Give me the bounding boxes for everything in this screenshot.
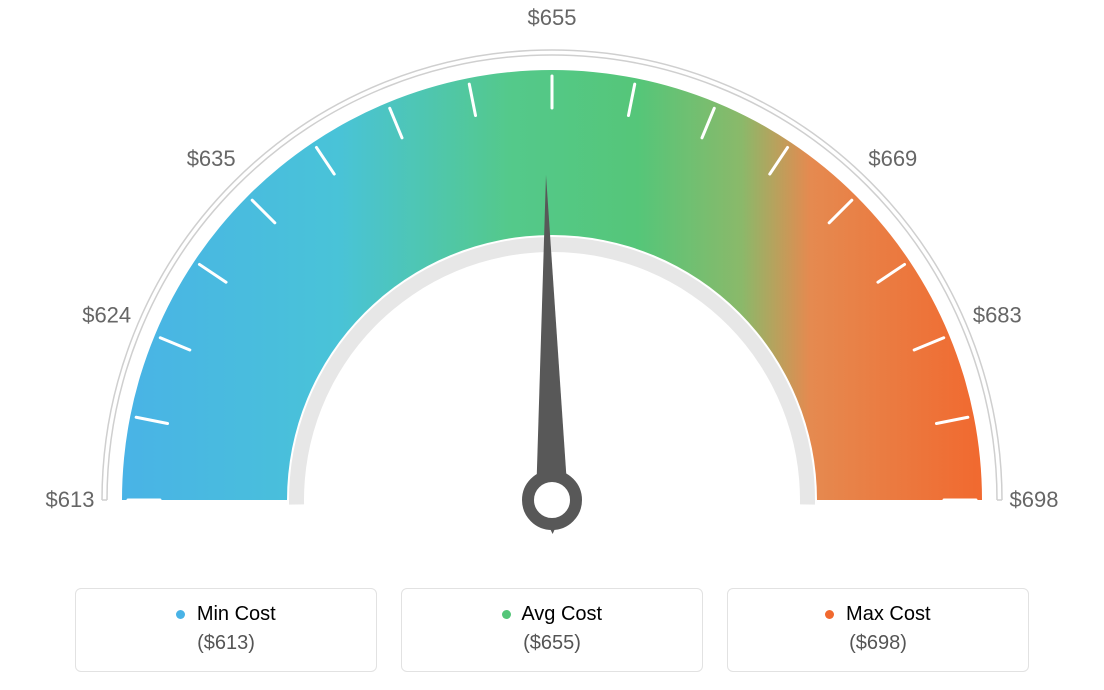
gauge-needle-hub — [528, 476, 576, 524]
legend-avg-dot — [502, 610, 511, 619]
legend-min-title: Min Cost — [76, 603, 376, 626]
gauge-tick-label: $635 — [187, 146, 236, 171]
legend-row: Min Cost ($613) Avg Cost ($655) Max Cost… — [0, 588, 1104, 672]
legend-max: Max Cost ($698) — [727, 588, 1029, 672]
gauge-tick-label: $669 — [868, 146, 917, 171]
legend-max-title: Max Cost — [728, 603, 1028, 626]
legend-max-value: ($698) — [728, 632, 1028, 655]
legend-max-label: Max Cost — [846, 603, 930, 625]
legend-min-dot — [176, 610, 185, 619]
gauge-tick-label: $698 — [1010, 487, 1059, 512]
cost-gauge-widget: $613 $624 $635 $655 $669 $683 $698 Min Cost ($… — [0, 0, 1104, 690]
gauge-tick-label: $624 — [82, 303, 131, 328]
legend-min-label: Min Cost — [197, 603, 276, 625]
gauge-tick-label: $613 — [46, 487, 95, 512]
legend-avg-value: ($655) — [402, 632, 702, 655]
gauge-tick-label: $683 — [973, 303, 1022, 328]
legend-min-value: ($613) — [76, 632, 376, 655]
legend-avg-title: Avg Cost — [402, 603, 702, 626]
legend-max-dot — [825, 610, 834, 619]
legend-avg: Avg Cost ($655) — [401, 588, 703, 672]
gauge-svg: $613 $624 $635 $655 $669 $683 $698 — [0, 0, 1104, 560]
gauge-area: $613 $624 $635 $655 $669 $683 $698 — [0, 0, 1104, 560]
legend-min: Min Cost ($613) — [75, 588, 377, 672]
legend-avg-label: Avg Cost — [521, 603, 602, 625]
gauge-tick-label: $655 — [528, 5, 577, 30]
